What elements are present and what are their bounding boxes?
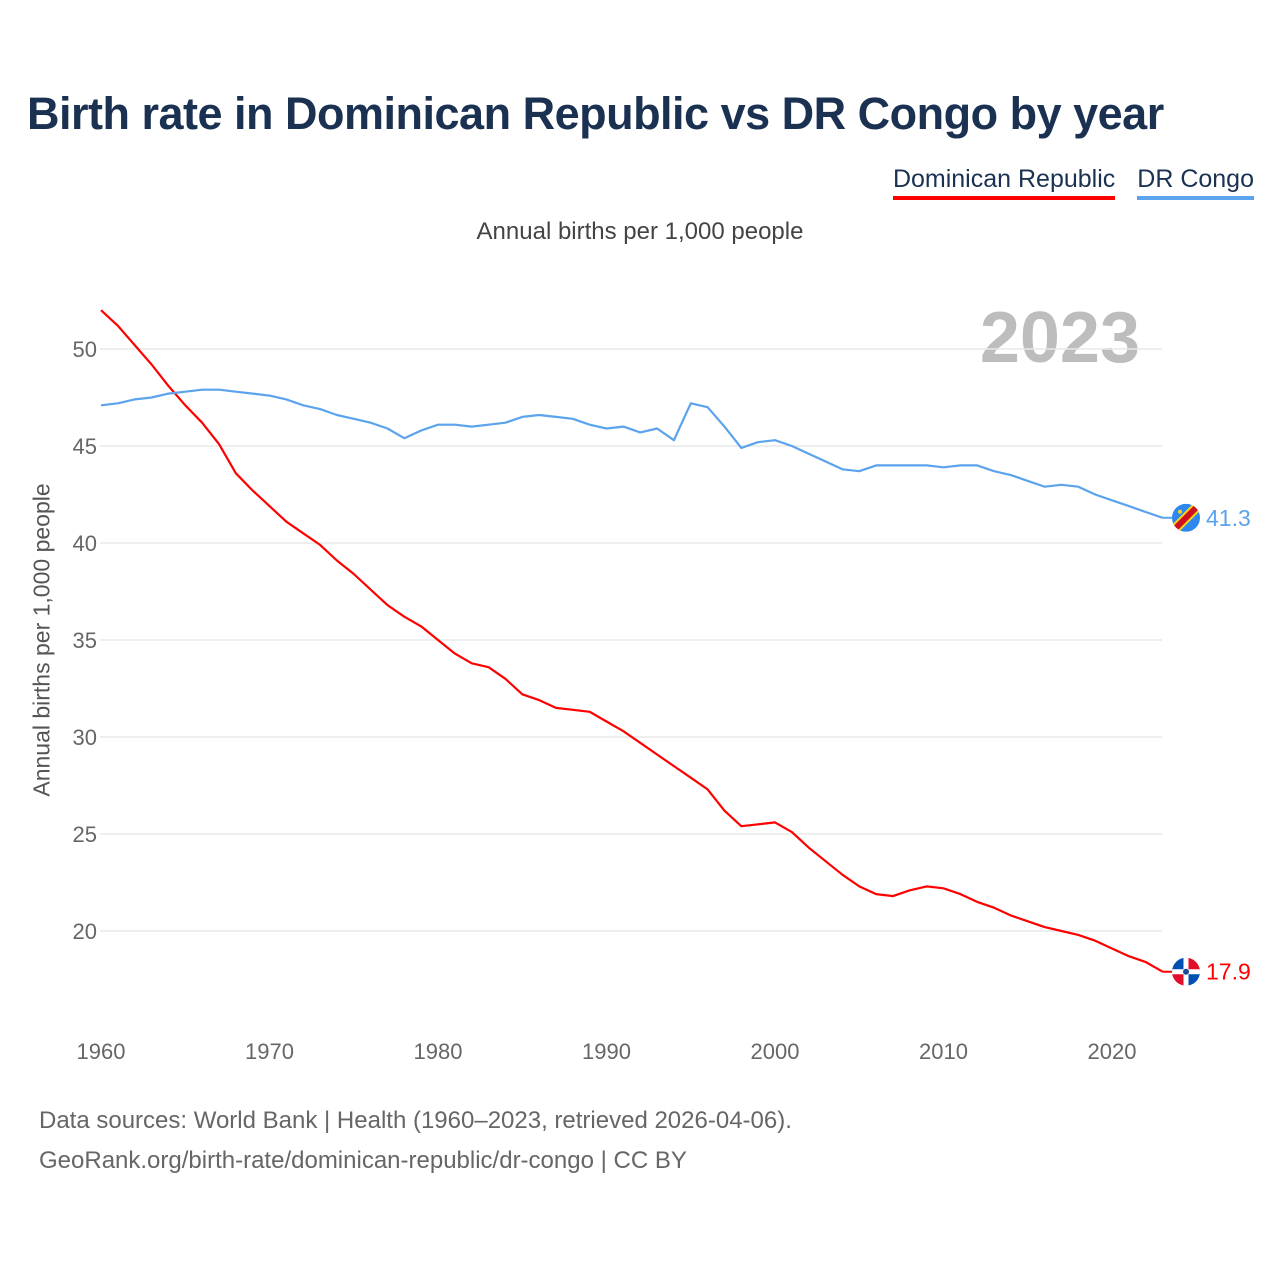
x-tick-label: 1960 (77, 1039, 126, 1064)
dominican-republic-flag-icon (1172, 957, 1200, 986)
y-tick-label: 30 (73, 725, 97, 750)
footer-link[interactable]: GeoRank.org/birth-rate/dominican-republi… (39, 1147, 687, 1174)
x-tick-label: 1970 (245, 1039, 294, 1064)
x-tick-label: 1980 (414, 1039, 463, 1064)
y-tick-label: 25 (73, 822, 97, 847)
legend-item-dr-congo[interactable]: DR Congo (1137, 165, 1254, 200)
y-tick-label: 35 (73, 628, 97, 653)
series-line-dr-congo (100, 388, 1163, 519)
y-tick-label: 45 (73, 434, 97, 459)
end-value-label: 41.3 (1206, 505, 1251, 531)
legend-item-dominican-republic[interactable]: Dominican Republic (892, 165, 1116, 200)
x-tick-label: 2000 (751, 1039, 800, 1064)
chart-title: Birth rate in Dominican Republic vs DR C… (27, 88, 1164, 139)
y-tick-label: 50 (73, 337, 97, 362)
chart-subtitle: Annual births per 1,000 people (476, 218, 804, 245)
legend: Dominican Republic DR Congo (892, 165, 1254, 200)
x-tick-label: 2020 (1088, 1039, 1137, 1064)
x-tick-label: 1990 (582, 1039, 631, 1064)
dr-congo-flag-icon (1172, 503, 1200, 532)
y-tick-label: 20 (73, 919, 97, 944)
footer-sources: Data sources: World Bank | Health (1960–… (39, 1107, 792, 1134)
series-line-dominican-republic (100, 309, 1164, 973)
year-watermark: 2023 (980, 298, 1140, 378)
end-value-label: 17.9 (1206, 959, 1251, 985)
y-tick-label: 40 (73, 531, 97, 556)
x-tick-label: 2010 (919, 1039, 968, 1064)
